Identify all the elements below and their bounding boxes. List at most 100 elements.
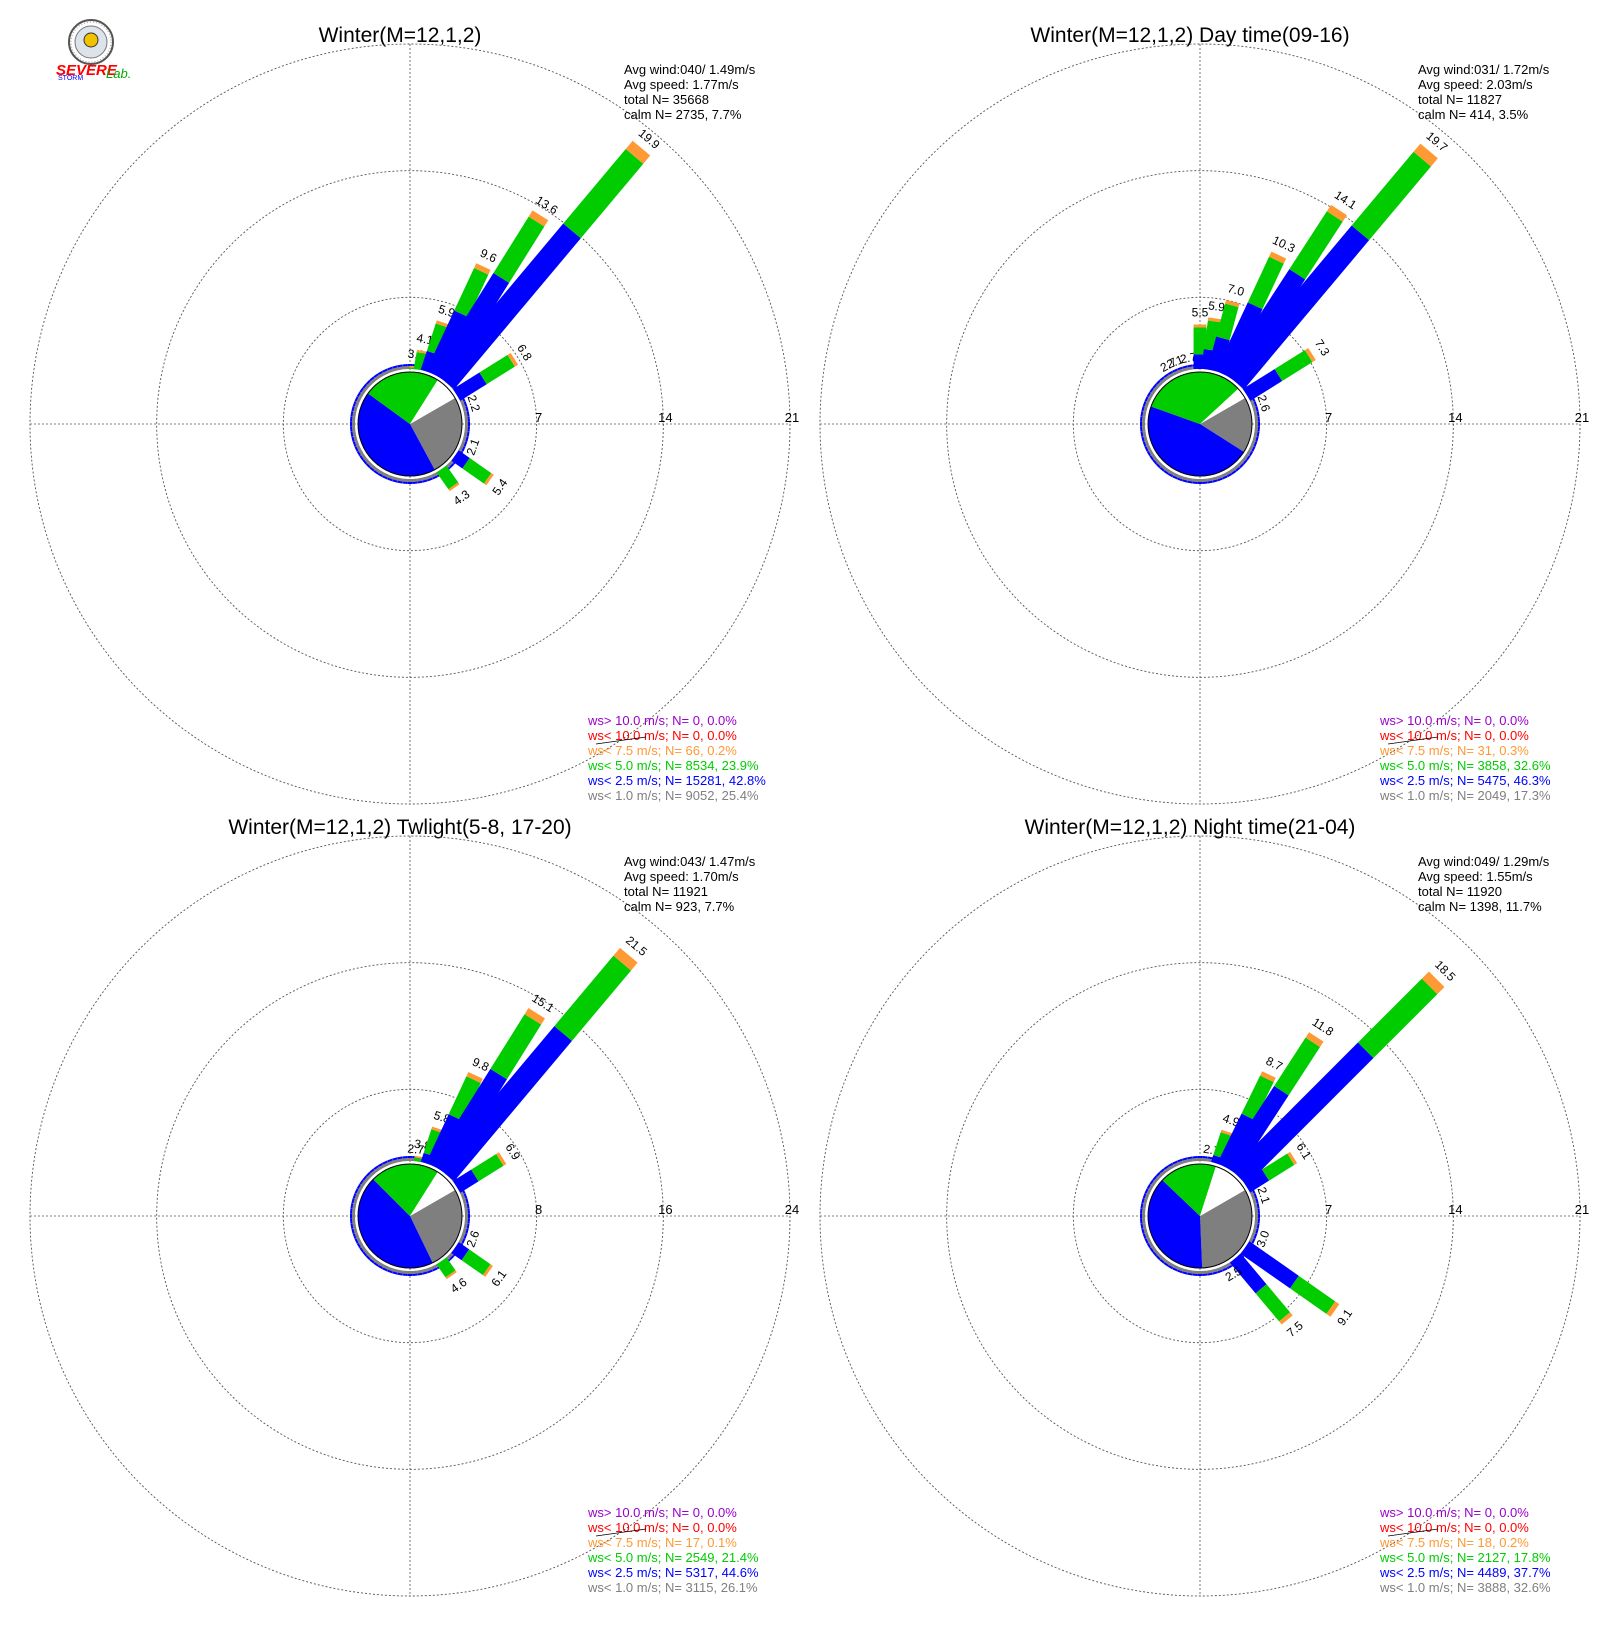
- spoke-segment: [496, 1152, 507, 1166]
- minor-spoke-tip: [356, 1183, 362, 1190]
- minor-spoke: [1164, 467, 1171, 473]
- minor-spoke: [356, 397, 362, 404]
- spoke-segment: [482, 1264, 493, 1277]
- hub-pie-slice: [1148, 406, 1244, 476]
- minor-spoke-tip: [1251, 396, 1256, 402]
- spoke-segment: [1274, 350, 1313, 381]
- spoke-segment: [1213, 1132, 1233, 1159]
- minor-spoke-tip: [392, 479, 398, 483]
- minor-spoke-tip: [449, 1255, 455, 1261]
- minor-spoke: [1253, 1203, 1258, 1209]
- panel-title: Winter(M=12,1,2) Day time(09-16): [1030, 24, 1349, 47]
- minor-spoke: [1168, 470, 1175, 476]
- minor-spoke: [1173, 1264, 1180, 1270]
- minor-spoke-tip: [373, 1262, 379, 1267]
- minor-spoke: [1252, 435, 1257, 442]
- minor-spoke-tip: [1155, 1255, 1161, 1261]
- spoke-label: 2.7: [407, 1142, 425, 1157]
- stat-line: Avg speed: 1.70m/s: [624, 869, 739, 884]
- minor-spoke: [358, 1241, 364, 1248]
- minor-spoke-tip: [1226, 1264, 1233, 1270]
- minor-spoke-tip: [1212, 479, 1218, 483]
- spoke-segment: [471, 1153, 504, 1182]
- minor-spoke: [1146, 444, 1152, 451]
- spoke-label: 6.8: [514, 342, 535, 364]
- spoke-segment: [1413, 143, 1438, 167]
- hub-pie-slice: [357, 393, 435, 477]
- hub-outline: [357, 371, 463, 477]
- stat-line: Avg wind:031/ 1.72m/s: [1418, 62, 1550, 77]
- legend-entry: ws< 2.5 m/s; N= 4489, 37.7%: [1379, 1565, 1551, 1580]
- spoke-segment: [436, 223, 581, 390]
- windrose-panel-2: Winter(M=12,1,2) Day time(09-16) 7 14 21 2.7…: [819, 24, 1589, 805]
- minor-spoke: [1164, 1167, 1171, 1173]
- minor-spoke-tip: [351, 1228, 355, 1234]
- legend-entry: ws< 5.0 m/s; N= 3858, 32.6%: [1379, 758, 1551, 773]
- spoke-segment: [554, 955, 632, 1041]
- panel-title: Winter(M=12,1,2) Night time(21-04): [1025, 816, 1356, 839]
- severe-storm-lab-seal-icon: [68, 19, 114, 65]
- minor-spoke-tip: [377, 472, 384, 478]
- minor-spoke: [374, 467, 381, 473]
- minor-spoke: [1160, 1256, 1167, 1263]
- minor-spoke-tip: [1152, 459, 1158, 465]
- spoke-segment: [625, 140, 651, 164]
- minor-spoke: [1177, 368, 1184, 374]
- minor-spoke-tip: [365, 1255, 371, 1261]
- minor-spoke: [1252, 1198, 1257, 1205]
- spoke-segment: [1269, 251, 1287, 264]
- hub-pie-slice: [373, 1164, 438, 1216]
- legend-entry: ws< 7.5 m/s; N= 66, 0.2%: [587, 743, 737, 758]
- minor-spoke: [421, 1268, 428, 1273]
- minor-spoke-tip: [373, 1165, 379, 1170]
- ring-label: 14: [1448, 410, 1462, 425]
- minor-spoke-tip: [352, 441, 357, 447]
- minor-spoke: [1142, 431, 1147, 437]
- minor-spoke: [1177, 1160, 1184, 1166]
- spoke-label: 7.0: [1226, 281, 1246, 299]
- minor-spoke: [358, 449, 364, 456]
- minor-spoke: [1182, 1159, 1189, 1164]
- minor-spoke: [1142, 1223, 1147, 1229]
- minor-spoke-tip: [1182, 365, 1188, 369]
- minor-spoke: [392, 1159, 399, 1164]
- spoke-label: 2.6: [464, 1228, 483, 1249]
- ring-7: [1072, 1088, 1328, 1344]
- minor-spoke: [367, 1173, 373, 1179]
- spoke-label: 6.1: [488, 1267, 509, 1289]
- minor-spoke-tip: [1159, 1258, 1165, 1264]
- legend-entry: ws< 10.0 m/s; N= 0, 0.0%: [587, 1520, 737, 1535]
- spoke-label: 6.1: [1293, 1140, 1314, 1162]
- stat-line: Avg speed: 1.55m/s: [1418, 869, 1533, 884]
- spoke-segment: [1351, 151, 1431, 241]
- ring-label: 7: [535, 410, 542, 425]
- minor-spoke: [1237, 461, 1243, 467]
- minor-spoke-tip: [1155, 1171, 1161, 1177]
- ring-label: 24: [785, 1202, 799, 1217]
- minor-spoke-tip: [1152, 1175, 1158, 1181]
- spoke-segment: [490, 1014, 542, 1080]
- minor-spoke-tip: [387, 366, 393, 371]
- minor-spoke: [1146, 1189, 1152, 1196]
- minor-spoke: [397, 1158, 403, 1163]
- minor-spoke: [378, 1262, 385, 1268]
- hub-pie-slice: [1200, 398, 1252, 452]
- minor-spoke: [361, 1180, 367, 1187]
- minor-spoke-tip: [369, 376, 375, 382]
- minor-spoke: [1220, 1264, 1227, 1270]
- minor-spoke-tip: [365, 463, 371, 469]
- minor-spoke: [363, 1249, 370, 1256]
- minor-spoke-tip: [1172, 475, 1178, 480]
- minor-spoke: [1252, 406, 1257, 413]
- minor-spoke-tip: [382, 1160, 388, 1165]
- minor-spoke: [1151, 388, 1157, 395]
- spoke-segment: [436, 1257, 456, 1278]
- ring-16: [156, 962, 664, 1470]
- minor-spoke-tip: [1177, 366, 1183, 371]
- minor-spoke: [1225, 470, 1232, 476]
- minor-spoke: [378, 470, 385, 476]
- minor-spoke: [387, 1160, 394, 1166]
- minor-spoke: [462, 1227, 467, 1234]
- hub-pie-slice: [367, 372, 438, 424]
- hub-pie-slice: [410, 380, 456, 424]
